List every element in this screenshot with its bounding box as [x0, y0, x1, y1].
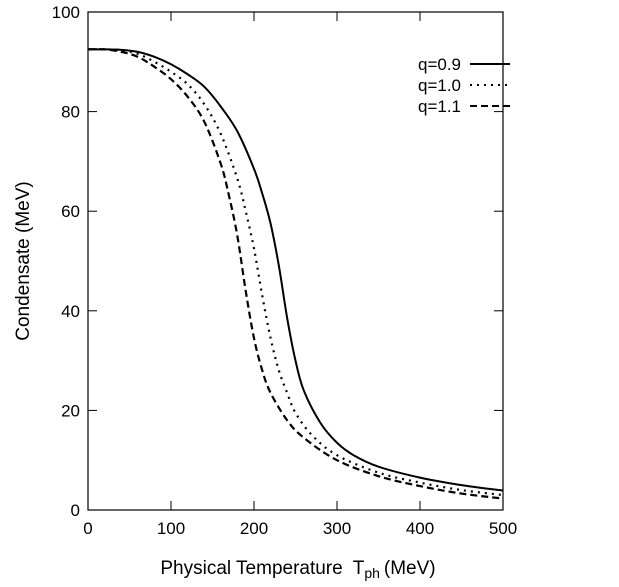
x-tick-label: 500: [489, 519, 517, 538]
legend-label-1: q=0.9: [418, 55, 461, 74]
y-tick-label: 80: [61, 103, 80, 122]
x-tick-label: 100: [157, 519, 185, 538]
legend: q=0.9 q=1.0 q=1.1: [418, 55, 510, 116]
series-line-3: [87, 48, 504, 500]
x-axis-label-text: Physical Temperature: [160, 558, 342, 579]
x-axis-label-unit: (MeV): [384, 558, 436, 579]
series-lines: [87, 48, 504, 500]
x-axis-label-subscript: ph: [364, 565, 380, 581]
ticks: [87, 11, 504, 511]
x-tick-label: 200: [240, 519, 268, 538]
y-tick-label: 40: [61, 302, 80, 321]
legend-label-2: q=1.0: [418, 76, 461, 95]
y-tick-label: 20: [61, 401, 80, 420]
x-axis-label-symbol: T: [353, 558, 365, 579]
tick-labels: 0 100 200 300 400 500 0 20 40 60 80 100: [52, 3, 518, 538]
y-tick-label: 0: [71, 501, 80, 520]
plot-frame: [87, 11, 504, 511]
series-line-2: [87, 48, 504, 497]
x-axis-label: Physical Temperature Tph (MeV): [160, 558, 435, 581]
legend-label-3: q=1.1: [418, 97, 461, 116]
x-tick-label: 0: [83, 519, 92, 538]
y-tick-label: 100: [52, 3, 80, 22]
y-tick-label: 60: [61, 202, 80, 221]
x-tick-label: 300: [323, 519, 351, 538]
series-line-1: [87, 48, 504, 492]
y-axis-label: Condensate (MeV): [13, 181, 34, 340]
x-tick-label: 400: [406, 519, 434, 538]
